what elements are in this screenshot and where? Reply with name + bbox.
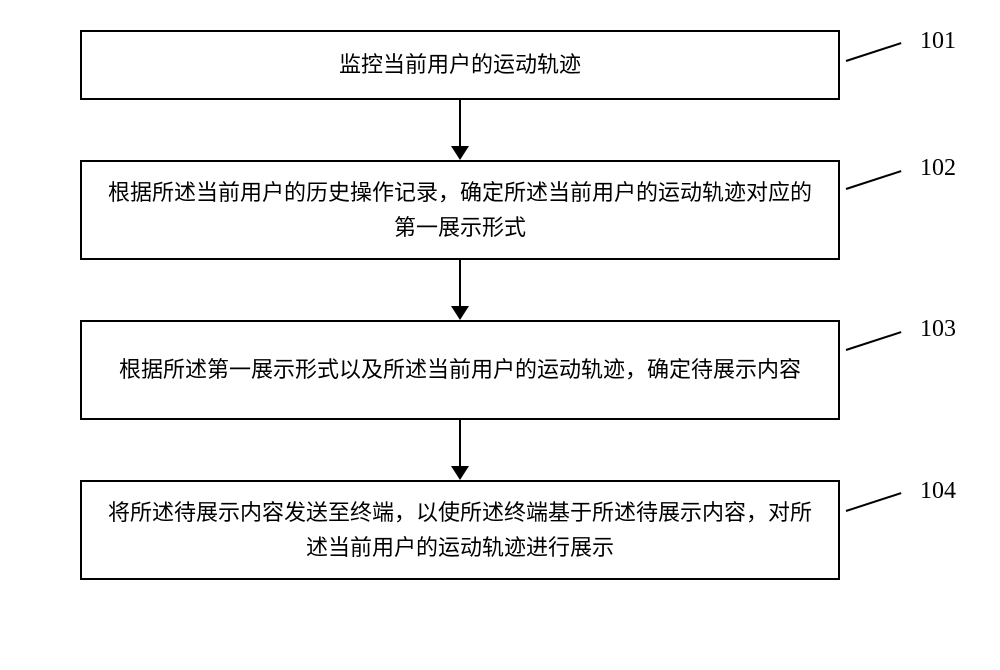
step-box-104: 将所述待展示内容发送至终端，以使所述终端基于所述待展示内容，对所述当前用户的运动…	[80, 480, 840, 580]
step-text: 将所述待展示内容发送至终端，以使所述终端基于所述待展示内容，对所述当前用户的运动…	[102, 495, 818, 565]
arrow-3	[80, 420, 840, 480]
label-101: 101	[920, 28, 956, 55]
arrow-line	[459, 420, 461, 468]
arrow-head-icon	[451, 306, 469, 320]
arrow-head-icon	[451, 466, 469, 480]
label-103: 103	[920, 316, 956, 343]
step-box-101: 监控当前用户的运动轨迹	[80, 30, 840, 100]
arrow-line	[459, 260, 461, 308]
step-text: 根据所述第一展示形式以及所述当前用户的运动轨迹，确定待展示内容	[119, 352, 801, 387]
arrow-1	[80, 100, 840, 160]
label-102: 102	[920, 155, 956, 182]
label-104: 104	[920, 478, 956, 505]
arrow-head-icon	[451, 146, 469, 160]
arrow-line	[459, 100, 461, 148]
step-box-102: 根据所述当前用户的历史操作记录，确定所述当前用户的运动轨迹对应的第一展示形式	[80, 160, 840, 260]
arrow-2	[80, 260, 840, 320]
step-box-103: 根据所述第一展示形式以及所述当前用户的运动轨迹，确定待展示内容	[80, 320, 840, 420]
step-text: 根据所述当前用户的历史操作记录，确定所述当前用户的运动轨迹对应的第一展示形式	[102, 175, 818, 245]
flowchart-container: 监控当前用户的运动轨迹 根据所述当前用户的历史操作记录，确定所述当前用户的运动轨…	[80, 30, 900, 580]
step-text: 监控当前用户的运动轨迹	[339, 47, 581, 82]
